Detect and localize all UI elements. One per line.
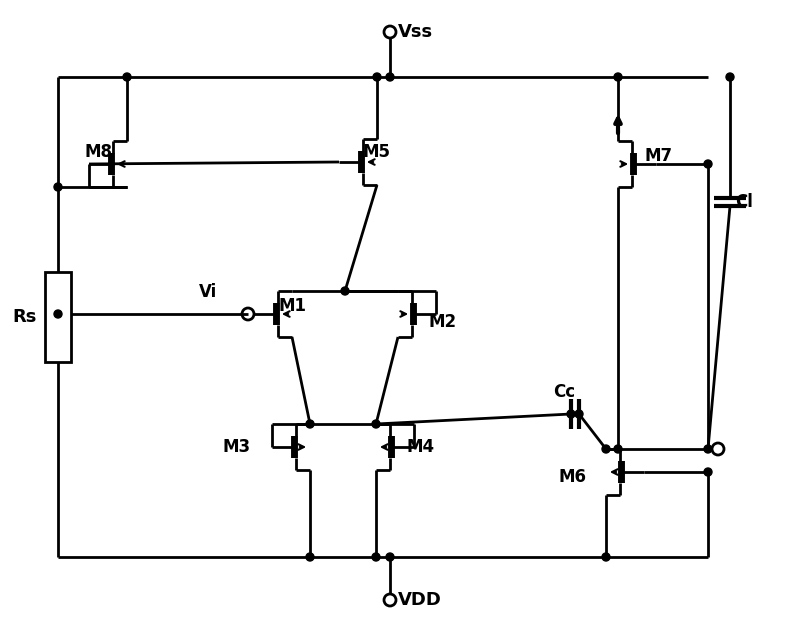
Circle shape bbox=[372, 420, 380, 428]
Text: Cc: Cc bbox=[553, 383, 575, 401]
Circle shape bbox=[123, 73, 131, 81]
Circle shape bbox=[54, 183, 62, 191]
Text: M6: M6 bbox=[558, 468, 586, 486]
Circle shape bbox=[372, 553, 380, 561]
Text: M4: M4 bbox=[406, 438, 434, 456]
Text: M2: M2 bbox=[428, 313, 456, 331]
Circle shape bbox=[575, 410, 583, 418]
Circle shape bbox=[602, 445, 610, 453]
Circle shape bbox=[386, 73, 394, 81]
Circle shape bbox=[726, 73, 734, 81]
Circle shape bbox=[614, 73, 622, 81]
Text: Rs: Rs bbox=[12, 308, 36, 326]
Circle shape bbox=[704, 468, 712, 476]
Circle shape bbox=[373, 73, 381, 81]
Text: Vss: Vss bbox=[398, 23, 433, 41]
Text: M3: M3 bbox=[223, 438, 251, 456]
Circle shape bbox=[602, 553, 610, 561]
Circle shape bbox=[614, 445, 622, 453]
Text: M1: M1 bbox=[278, 297, 306, 315]
Text: M8: M8 bbox=[85, 143, 113, 161]
Circle shape bbox=[306, 420, 314, 428]
Text: VDD: VDD bbox=[398, 591, 442, 609]
Circle shape bbox=[567, 410, 575, 418]
Text: M5: M5 bbox=[363, 143, 391, 161]
Text: M7: M7 bbox=[645, 147, 673, 165]
Circle shape bbox=[341, 287, 349, 295]
Circle shape bbox=[704, 160, 712, 168]
Circle shape bbox=[386, 553, 394, 561]
Text: Vi: Vi bbox=[199, 283, 218, 301]
Circle shape bbox=[306, 553, 314, 561]
Text: Cl: Cl bbox=[735, 193, 753, 211]
Circle shape bbox=[704, 445, 712, 453]
Bar bbox=[45, 272, 71, 362]
Circle shape bbox=[54, 310, 62, 318]
